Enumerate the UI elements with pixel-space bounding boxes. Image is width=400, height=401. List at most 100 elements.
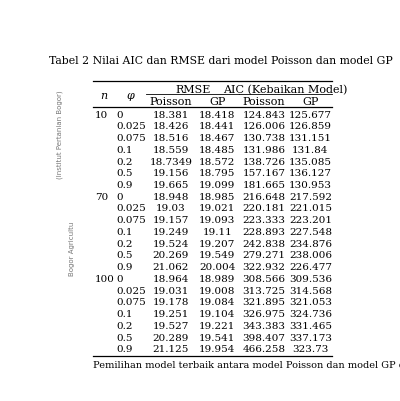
Text: 0.2: 0.2 <box>117 158 133 166</box>
Text: 0.025: 0.025 <box>117 122 146 132</box>
Text: 309.536: 309.536 <box>289 275 332 284</box>
Text: 0.1: 0.1 <box>117 228 133 237</box>
Text: (Institut Pertanian Bogor): (Institut Pertanian Bogor) <box>56 90 62 179</box>
Text: 138.726: 138.726 <box>242 158 285 166</box>
Text: 18.441: 18.441 <box>199 122 236 132</box>
Text: 18.381: 18.381 <box>153 111 189 119</box>
Text: 313.725: 313.725 <box>242 287 285 296</box>
Text: 181.665: 181.665 <box>242 181 285 190</box>
Text: 0.5: 0.5 <box>117 334 133 342</box>
Text: 308.566: 308.566 <box>242 275 285 284</box>
Text: 18.948: 18.948 <box>153 193 189 202</box>
Text: 18.985: 18.985 <box>199 193 236 202</box>
Text: 227.548: 227.548 <box>289 228 332 237</box>
Text: 19.524: 19.524 <box>153 240 189 249</box>
Text: 19.156: 19.156 <box>153 169 189 178</box>
Text: 18.418: 18.418 <box>199 111 236 119</box>
Text: 343.383: 343.383 <box>242 322 285 331</box>
Text: 18.795: 18.795 <box>199 169 236 178</box>
Text: 18.7349: 18.7349 <box>150 158 192 166</box>
Text: 0.9: 0.9 <box>117 181 133 190</box>
Text: 18.485: 18.485 <box>199 146 236 155</box>
Text: 321.053: 321.053 <box>289 298 332 307</box>
Text: 19.021: 19.021 <box>199 205 236 213</box>
Text: 0.075: 0.075 <box>117 134 146 143</box>
Text: 238.006: 238.006 <box>289 251 332 260</box>
Text: 19.093: 19.093 <box>199 216 236 225</box>
Text: 19.104: 19.104 <box>199 310 236 319</box>
Text: 18.572: 18.572 <box>199 158 236 166</box>
Text: 323.73: 323.73 <box>292 345 328 354</box>
Text: φ: φ <box>127 91 134 101</box>
Text: 18.426: 18.426 <box>153 122 189 132</box>
Text: 0.1: 0.1 <box>117 310 133 319</box>
Text: 131.84: 131.84 <box>292 146 328 155</box>
Text: 242.838: 242.838 <box>242 240 285 249</box>
Text: 20.004: 20.004 <box>199 263 236 272</box>
Text: 21.125: 21.125 <box>153 345 189 354</box>
Text: 19.549: 19.549 <box>199 251 236 260</box>
Text: 337.173: 337.173 <box>289 334 332 342</box>
Text: 228.893: 228.893 <box>242 228 285 237</box>
Text: Pemilihan model terbaik antara model Poisson dan model GP dapat: Pemilihan model terbaik antara model Poi… <box>94 361 400 371</box>
Text: 279.271: 279.271 <box>242 251 285 260</box>
Text: 20.269: 20.269 <box>153 251 189 260</box>
Text: 157.167: 157.167 <box>242 169 285 178</box>
Text: 0: 0 <box>117 275 123 284</box>
Text: 18.559: 18.559 <box>153 146 189 155</box>
Text: 322.932: 322.932 <box>242 263 285 272</box>
Text: 131.986: 131.986 <box>242 146 285 155</box>
Text: 0.2: 0.2 <box>117 322 133 331</box>
Text: 19.954: 19.954 <box>199 345 236 354</box>
Text: 0.9: 0.9 <box>117 263 133 272</box>
Text: 125.677: 125.677 <box>289 111 332 119</box>
Text: Tabel 2 Nilai AIC dan RMSE dari model Poisson dan model GP: Tabel 2 Nilai AIC dan RMSE dari model Po… <box>49 56 392 66</box>
Text: 0.2: 0.2 <box>117 240 133 249</box>
Text: AIC (Kebaikan Model): AIC (Kebaikan Model) <box>224 85 348 95</box>
Text: Poisson: Poisson <box>150 97 192 107</box>
Text: 0.025: 0.025 <box>117 205 146 213</box>
Text: GP: GP <box>209 97 226 107</box>
Text: 466.258: 466.258 <box>242 345 285 354</box>
Text: 18.467: 18.467 <box>199 134 236 143</box>
Text: 19.527: 19.527 <box>153 322 189 331</box>
Text: RMSE: RMSE <box>175 85 210 95</box>
Text: 136.127: 136.127 <box>289 169 332 178</box>
Text: 314.568: 314.568 <box>289 287 332 296</box>
Text: 398.407: 398.407 <box>242 334 285 342</box>
Text: 124.843: 124.843 <box>242 111 285 119</box>
Text: 19.207: 19.207 <box>199 240 236 249</box>
Text: 220.181: 220.181 <box>242 205 285 213</box>
Text: 19.157: 19.157 <box>153 216 189 225</box>
Text: 19.031: 19.031 <box>153 287 189 296</box>
Text: 324.736: 324.736 <box>289 310 332 319</box>
Text: 19.541: 19.541 <box>199 334 236 342</box>
Text: 226.477: 226.477 <box>289 263 332 272</box>
Text: 234.876: 234.876 <box>289 240 332 249</box>
Text: 216.648: 216.648 <box>242 193 285 202</box>
Text: 19.665: 19.665 <box>153 181 189 190</box>
Text: 0.1: 0.1 <box>117 146 133 155</box>
Text: 10: 10 <box>95 111 108 119</box>
Text: 126.006: 126.006 <box>242 122 285 132</box>
Text: 21.062: 21.062 <box>153 263 189 272</box>
Text: 19.221: 19.221 <box>199 322 236 331</box>
Text: 18.964: 18.964 <box>153 275 189 284</box>
Text: 0.5: 0.5 <box>117 251 133 260</box>
Text: 135.085: 135.085 <box>289 158 332 166</box>
Text: 19.084: 19.084 <box>199 298 236 307</box>
Text: 18.516: 18.516 <box>153 134 189 143</box>
Text: 0.025: 0.025 <box>117 287 146 296</box>
Text: 223.333: 223.333 <box>242 216 285 225</box>
Text: 19.251: 19.251 <box>153 310 189 319</box>
Text: 70: 70 <box>95 193 108 202</box>
Text: 19.178: 19.178 <box>153 298 189 307</box>
Text: 331.465: 331.465 <box>289 322 332 331</box>
Text: 217.592: 217.592 <box>289 193 332 202</box>
Text: 130.738: 130.738 <box>242 134 285 143</box>
Text: 18.989: 18.989 <box>199 275 236 284</box>
Text: 221.015: 221.015 <box>289 205 332 213</box>
Text: 131.151: 131.151 <box>289 134 332 143</box>
Text: 20.289: 20.289 <box>153 334 189 342</box>
Text: 0.075: 0.075 <box>117 298 146 307</box>
